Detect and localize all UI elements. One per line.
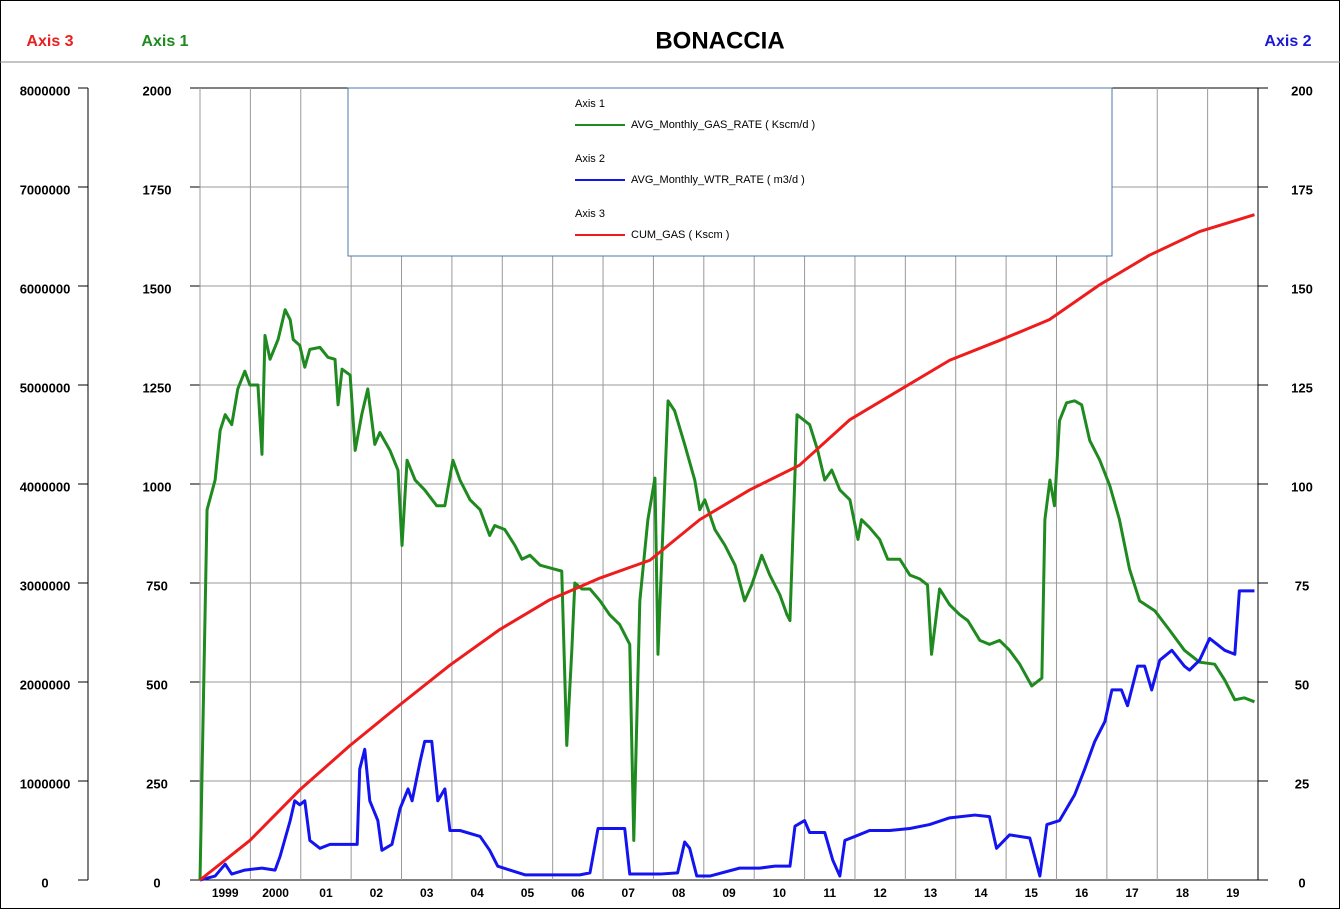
y-tick-label: 500 — [146, 677, 168, 692]
x-tick-label: 14 — [974, 886, 988, 900]
y-tick-label: 0 — [1298, 875, 1305, 890]
x-tick-label: 19 — [1226, 886, 1240, 900]
x-tick-label: 01 — [319, 886, 333, 900]
y-tick-label: 150 — [1291, 281, 1313, 296]
y-tick-label: 1500 — [143, 281, 172, 296]
y-tick-label: 8000000 — [20, 83, 71, 98]
y-tick-label: 200 — [1291, 83, 1313, 98]
axis-name: Axis 1 — [141, 33, 188, 50]
y-tick-label: 0 — [153, 875, 160, 890]
y-tick-label: 50 — [1295, 677, 1309, 692]
x-tick-label: 1999 — [212, 886, 239, 900]
y-tick-label: 175 — [1291, 182, 1313, 197]
y-tick-label: 4000000 — [20, 479, 71, 494]
y-tick-label: 1000000 — [20, 776, 71, 791]
axis-name: Axis 3 — [26, 33, 73, 50]
x-tick-label: 02 — [370, 886, 384, 900]
y-tick-label: 100 — [1291, 479, 1313, 494]
y-tick-label: 1250 — [143, 380, 172, 395]
x-tick-label: 04 — [470, 886, 484, 900]
x-tick-label: 05 — [521, 886, 535, 900]
legend-axis: Axis 1 — [575, 98, 605, 110]
x-tick-label: 11 — [823, 886, 836, 900]
x-tick-label: 10 — [773, 886, 787, 900]
series-line — [199, 213, 1255, 882]
legend-label: AVG_Monthly_WTR_RATE ( m3/d ) — [631, 174, 805, 186]
chart-title: BONACCIA — [655, 27, 784, 54]
axis-name: Axis 2 — [1264, 33, 1311, 50]
x-tick-label: 17 — [1125, 886, 1139, 900]
x-tick-label: 18 — [1176, 886, 1190, 900]
x-tick-label: 13 — [924, 886, 938, 900]
y-tick-label: 75 — [1295, 578, 1309, 593]
legend-label: AVG_Monthly_GAS_RATE ( Kscm/d ) — [631, 119, 815, 131]
x-tick-label: 15 — [1025, 886, 1039, 900]
series-line — [199, 589, 1255, 882]
legend-axis: Axis 3 — [575, 208, 605, 220]
x-tick-label: 03 — [420, 886, 434, 900]
y-tick-label: 7000000 — [20, 182, 71, 197]
y-tick-label: 250 — [146, 776, 168, 791]
legend-axis: Axis 2 — [575, 153, 605, 165]
y-tick-label: 750 — [146, 578, 168, 593]
x-tick-label: 2000 — [262, 886, 289, 900]
legend-box — [347, 87, 1113, 257]
series-line — [198, 308, 1256, 881]
y-tick-label: 1000 — [143, 479, 172, 494]
y-tick-label: 0 — [41, 875, 48, 890]
x-tick-label: 06 — [571, 886, 585, 900]
x-tick-label: 16 — [1075, 886, 1089, 900]
y-tick-label: 25 — [1295, 776, 1309, 791]
y-tick-label: 5000000 — [20, 380, 71, 395]
legend-label: CUM_GAS ( Kscm ) — [631, 229, 729, 241]
y-tick-label: 6000000 — [20, 281, 71, 296]
x-tick-label: 08 — [672, 886, 686, 900]
y-tick-label: 3000000 — [20, 578, 71, 593]
y-tick-label: 2000 — [143, 83, 172, 98]
x-tick-label: 09 — [722, 886, 736, 900]
x-tick-label: 12 — [873, 886, 887, 900]
x-tick-label: 07 — [622, 886, 636, 900]
y-tick-label: 1750 — [143, 182, 172, 197]
y-tick-label: 2000000 — [20, 677, 71, 692]
y-tick-label: 125 — [1291, 380, 1313, 395]
